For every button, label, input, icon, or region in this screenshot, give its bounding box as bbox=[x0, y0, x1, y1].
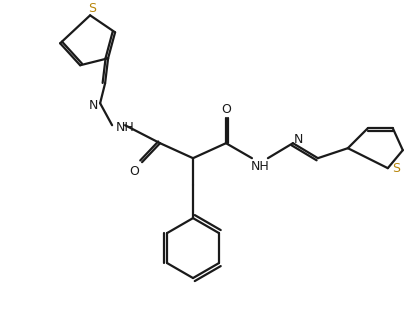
Text: N: N bbox=[294, 133, 303, 146]
Text: NH: NH bbox=[251, 160, 269, 173]
Text: O: O bbox=[129, 165, 139, 178]
Text: S: S bbox=[392, 162, 400, 175]
Text: NH: NH bbox=[116, 121, 135, 134]
Text: N: N bbox=[88, 99, 98, 112]
Text: O: O bbox=[221, 103, 231, 116]
Text: S: S bbox=[88, 2, 96, 15]
